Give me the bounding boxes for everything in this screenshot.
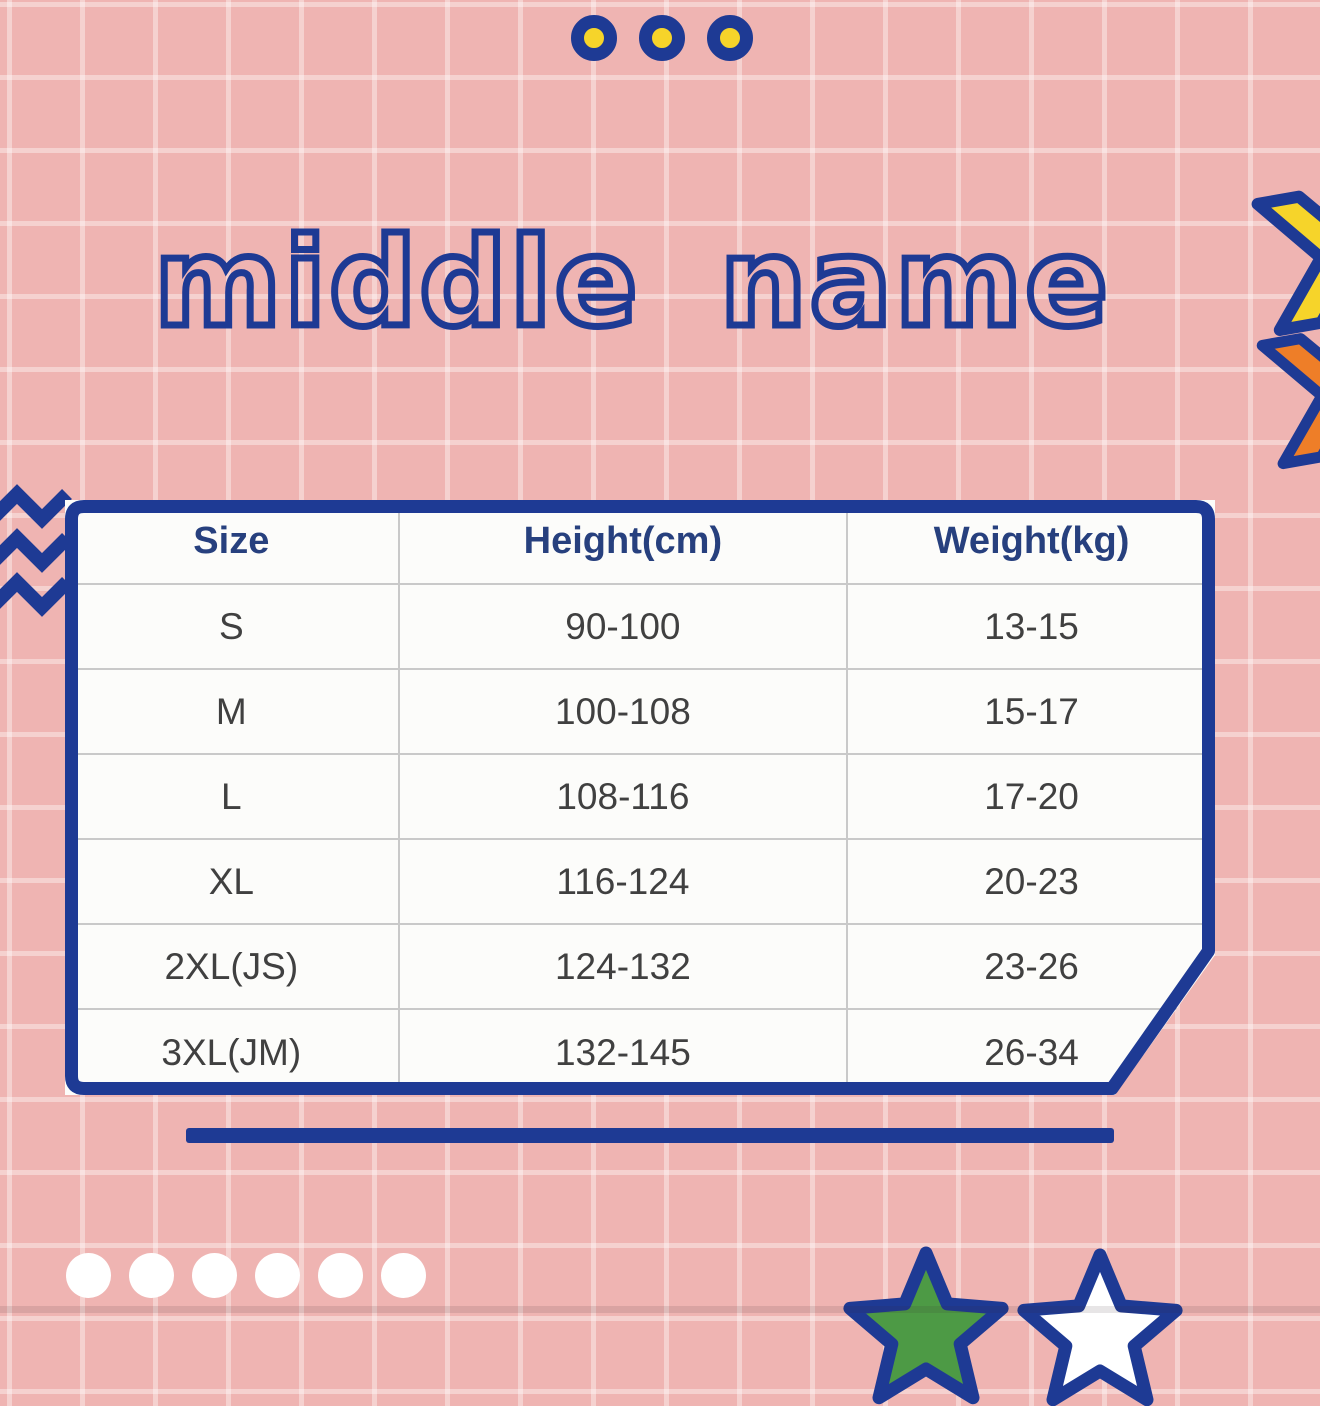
table-cell: M <box>65 670 400 755</box>
ring-dot-icon <box>707 15 753 61</box>
column-header-size: Size <box>65 500 400 585</box>
white-dot-icon <box>255 1253 300 1298</box>
table-cell: 13-15 <box>848 585 1215 670</box>
white-dot-icon <box>129 1253 174 1298</box>
table-cell: 20-23 <box>848 840 1215 925</box>
size-table: Size Height(cm) Weight(kg) S 90-100 13-15 M… <box>65 500 1215 1095</box>
table-cell: 116-124 <box>399 840 849 925</box>
table-cell: 23-26 <box>848 925 1215 1010</box>
white-dot-icon <box>381 1253 426 1298</box>
chevron-right-icon <box>1251 190 1320 337</box>
table-cell: 124-132 <box>399 925 849 1010</box>
stars-decoration <box>843 1246 1183 1406</box>
table-cell: 132-145 <box>400 1010 849 1095</box>
ring-dot-icon <box>639 15 685 61</box>
white-dot-icon <box>192 1253 237 1298</box>
table-cell: 15-17 <box>848 670 1215 755</box>
size-chart-background: Size Height(cm) Weight(kg) S 90-100 13-15 M… <box>65 500 1215 1095</box>
chevron-right-icon <box>1256 333 1320 470</box>
table-cell: L <box>65 755 400 840</box>
bottom-dots-row <box>66 1253 426 1298</box>
table-cell: 90-100 <box>399 585 849 670</box>
size-chart: Size Height(cm) Weight(kg) S 90-100 13-15 M… <box>65 500 1215 1095</box>
table-cell: 17-20 <box>848 755 1215 840</box>
star-icon <box>1017 1248 1183 1406</box>
white-dot-icon <box>318 1253 363 1298</box>
column-header-weight: Weight(kg) <box>848 500 1215 585</box>
table-cell: 26-34 <box>984 1031 1079 1073</box>
ring-dot-icon <box>571 15 617 61</box>
table-cell: 108-116 <box>399 755 849 840</box>
star-icon <box>843 1246 1009 1405</box>
zigzag-icon <box>0 484 72 617</box>
underline-bar <box>186 1128 1114 1143</box>
column-header-height: Height(cm) <box>399 500 849 585</box>
top-dots-row <box>571 15 753 61</box>
bottom-edge-shade <box>0 1306 1320 1313</box>
table-cell: 100-108 <box>399 670 849 755</box>
table-cell: XL <box>65 840 400 925</box>
white-dot-icon <box>66 1253 111 1298</box>
page-title: middle name <box>151 209 1112 358</box>
table-cell: S <box>65 585 400 670</box>
table-cell: 2XL(JS) <box>65 925 400 1010</box>
table-cell: 3XL(JM) <box>65 1010 400 1095</box>
